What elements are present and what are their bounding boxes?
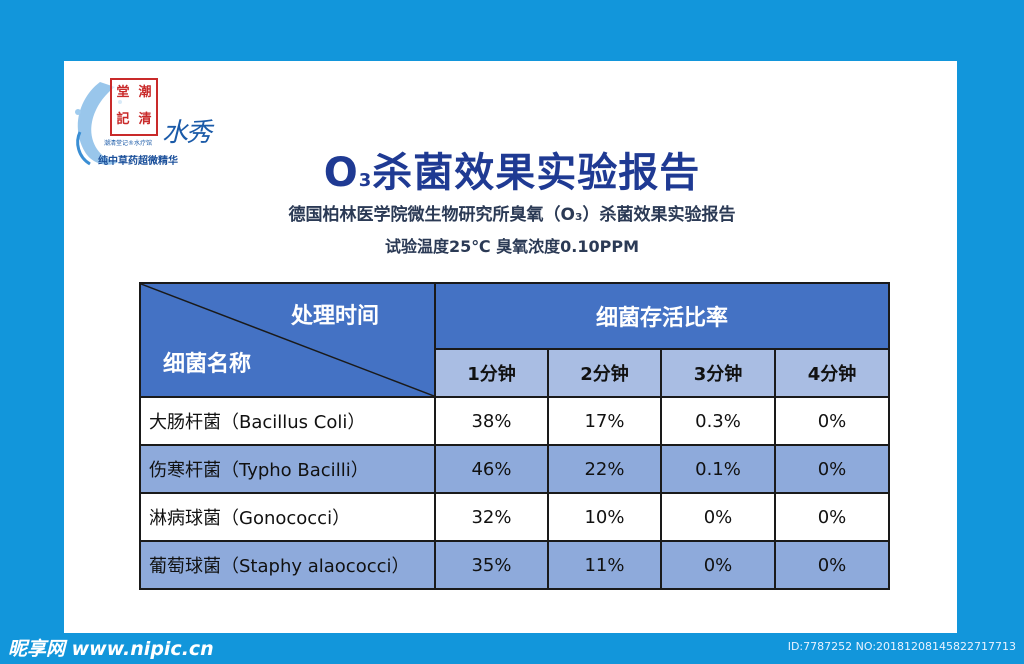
header-minute-2: 2分钟 xyxy=(547,348,662,398)
survival-value: 22% xyxy=(547,444,662,494)
survival-value: 0% xyxy=(660,492,776,542)
logo-seal: 堂潮 記清 xyxy=(110,78,158,136)
diagonal-header-cell: 处理时间 细菌名称 xyxy=(139,282,436,398)
survival-value: 17% xyxy=(547,396,662,446)
survival-value: 32% xyxy=(434,492,549,542)
table-row: 葡萄球菌（Staphy alaococci） 35% 11% 0% 0% xyxy=(139,540,891,590)
diagonal-divider xyxy=(141,284,434,396)
logo-small-text: 潮清堂记®水疗馆 xyxy=(104,140,153,147)
logo-script: 水秀 xyxy=(162,118,212,148)
test-conditions: 试验温度25℃ 臭氧浓度0.10PPM xyxy=(384,237,640,256)
header-minute-1: 1分钟 xyxy=(434,348,549,398)
table-row: 大肠杆菌（Bacillus Coli） 38% 17% 0.3% 0% xyxy=(139,396,891,446)
brand-logo: 堂潮 記清 水秀 潮清堂记®水疗馆 纯中草药超微精华 xyxy=(70,72,220,177)
survival-value: 0% xyxy=(773,492,891,542)
survival-value: 0.3% xyxy=(660,396,776,446)
survival-value: 0.1% xyxy=(660,444,776,494)
header-survival-rate: 细菌存活比率 xyxy=(433,282,891,350)
table-row: 伤寒杆菌（Typho Bacilli） 46% 22% 0.1% 0% xyxy=(139,444,891,494)
survival-value: 11% xyxy=(547,540,662,590)
survival-value: 0% xyxy=(660,540,776,590)
logo-tagline: 纯中草药超微精华 xyxy=(98,156,178,167)
survival-value: 35% xyxy=(434,540,549,590)
bacteria-name: 大肠杆菌（Bacillus Coli） xyxy=(139,396,436,446)
survival-value: 0% xyxy=(773,540,891,590)
header-minute-4: 4分钟 xyxy=(773,348,891,398)
page-title: O3杀菌效果实验报告 xyxy=(323,150,701,196)
bacteria-name: 淋病球菌（Gonococci） xyxy=(139,492,436,542)
bacteria-name: 葡萄球菌（Staphy alaococci） xyxy=(139,540,436,590)
report-subtitle: 德国柏林医学院微生物研究所臭氧（O₃）杀菌效果实验报告 xyxy=(288,205,736,225)
survival-value: 10% xyxy=(547,492,662,542)
survival-rate-table: 处理时间 细菌名称 细菌存活比率 1分钟 2分钟 3分钟 4分钟 大肠杆菌（Ba… xyxy=(139,282,891,590)
bacteria-name: 伤寒杆菌（Typho Bacilli） xyxy=(139,444,436,494)
water-splash-icon xyxy=(75,82,122,166)
table-row: 淋病球菌（Gonococci） 32% 10% 0% 0% xyxy=(139,492,891,542)
survival-value: 38% xyxy=(434,396,549,446)
header-bacteria-name: 细菌名称 xyxy=(163,352,252,377)
survival-value: 0% xyxy=(773,444,891,494)
survival-value: 0% xyxy=(773,396,891,446)
survival-value: 46% xyxy=(434,444,549,494)
header-time: 处理时间 xyxy=(291,304,380,329)
watermark-site: 昵享网 www.nipic.cn xyxy=(8,638,214,660)
header-minute-3: 3分钟 xyxy=(660,348,776,398)
watermark-id: ID:7787252 NO:20181208145822717713 xyxy=(787,640,1016,653)
